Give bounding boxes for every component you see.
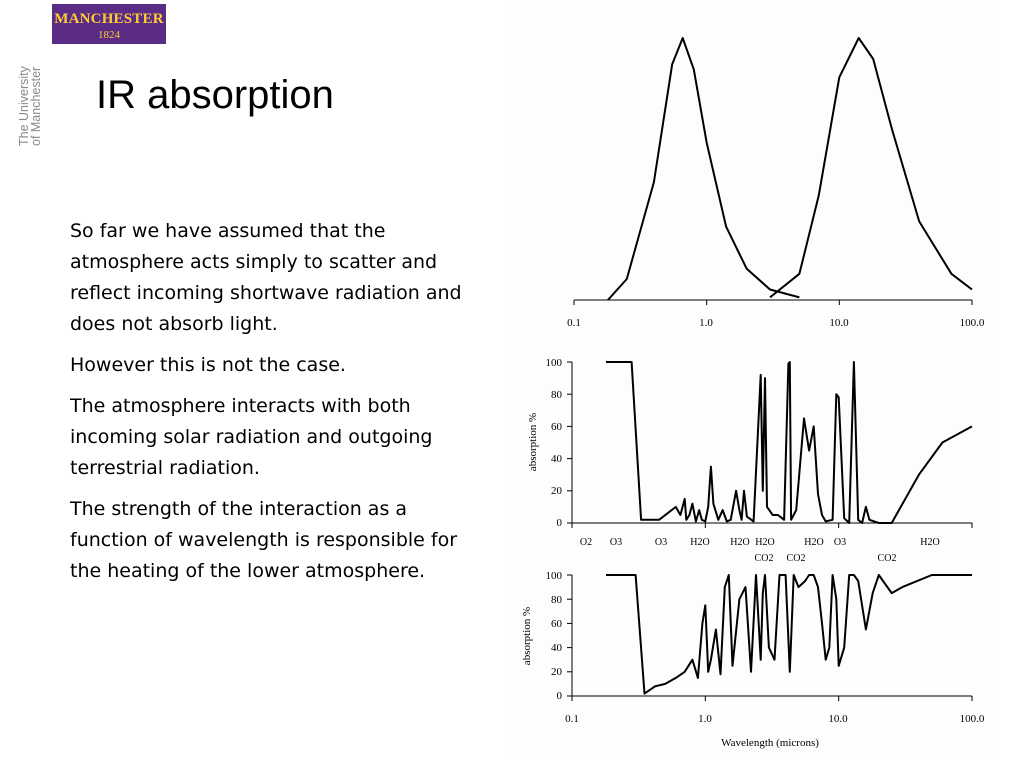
y-axis-title: absorption %: [521, 607, 533, 665]
gas-label: O3: [610, 537, 622, 548]
series-line-1: [606, 361, 973, 524]
y-axis-title: absorption %: [527, 413, 539, 471]
logo-year: 1824: [98, 29, 120, 41]
y-tick-label: 100: [546, 357, 563, 369]
paragraph: So far we have assumed that the atmosphe…: [70, 220, 462, 335]
slide-title: IR absorption: [96, 73, 334, 117]
y-tick-label: 100: [546, 570, 563, 582]
y-tick-label: 0: [557, 517, 563, 529]
university-logo: MANCHESTER 1824: [52, 4, 166, 44]
gas-label: H2O: [755, 537, 774, 548]
series-line-1: [607, 37, 800, 301]
x-tick-label: 10.0: [828, 713, 848, 725]
gas-label: CO2: [755, 553, 774, 564]
x-axis-title: Wavelength (microns): [721, 737, 819, 749]
gas-label: CO2: [787, 553, 806, 564]
gas-label: H2O: [804, 537, 823, 548]
gas-labels: O2 O3 O3 H2O H2O H2O H2O O3 H2O CO2 CO2 …: [580, 537, 940, 564]
slide-body: So far we have assumed that the atmosphe…: [70, 216, 470, 597]
gas-label: O3: [655, 537, 667, 548]
paragraph: The atmosphere interacts with both incom…: [70, 395, 433, 479]
chart-panel-absorption-upper: 100 80 60 40 20 0 absorption % O2 O3 O3 …: [527, 357, 973, 564]
logo-name: MANCHESTER: [54, 11, 164, 27]
x-tick-label: 100.0: [960, 713, 985, 725]
series-line-1: [606, 574, 972, 695]
gas-label: O2: [580, 537, 592, 548]
gas-label: H2O: [730, 537, 749, 548]
gas-label: O3: [834, 537, 846, 548]
y-tick-label: 60: [551, 421, 563, 433]
x-tick-label: 0.1: [567, 317, 581, 329]
x-tick-label: 10.0: [829, 317, 849, 329]
gas-label: H2O: [920, 537, 939, 548]
chart-panel-absorption-ground: 100 80 60 40 20 0 absorption % 0.1 1.0 1…: [521, 570, 985, 749]
y-tick-label: 20: [551, 485, 563, 497]
x-tick-label: 1.0: [699, 317, 713, 329]
y-tick-label: 40: [551, 642, 563, 654]
y-tick-label: 80: [551, 389, 563, 401]
series-line-2: [769, 37, 973, 299]
y-tick-label: 40: [551, 453, 563, 465]
gas-label: H2O: [690, 537, 709, 548]
gas-label: CO2: [878, 553, 897, 564]
y-tick-label: 60: [551, 618, 563, 630]
chart-panel-emission: 0.1 1.0 10.0 100.0: [567, 37, 985, 329]
x-tick-label: 100.0: [960, 317, 985, 329]
paragraph: The strength of the interaction as a fun…: [70, 498, 458, 582]
x-tick-label: 1.0: [698, 713, 712, 725]
y-tick-label: 80: [551, 594, 563, 606]
y-tick-label: 20: [551, 666, 563, 678]
y-tick-label: 0: [557, 690, 563, 702]
paragraph: However this is not the case.: [70, 354, 346, 376]
figure-background: [510, 0, 1000, 754]
x-tick-label: 0.1: [565, 713, 579, 725]
